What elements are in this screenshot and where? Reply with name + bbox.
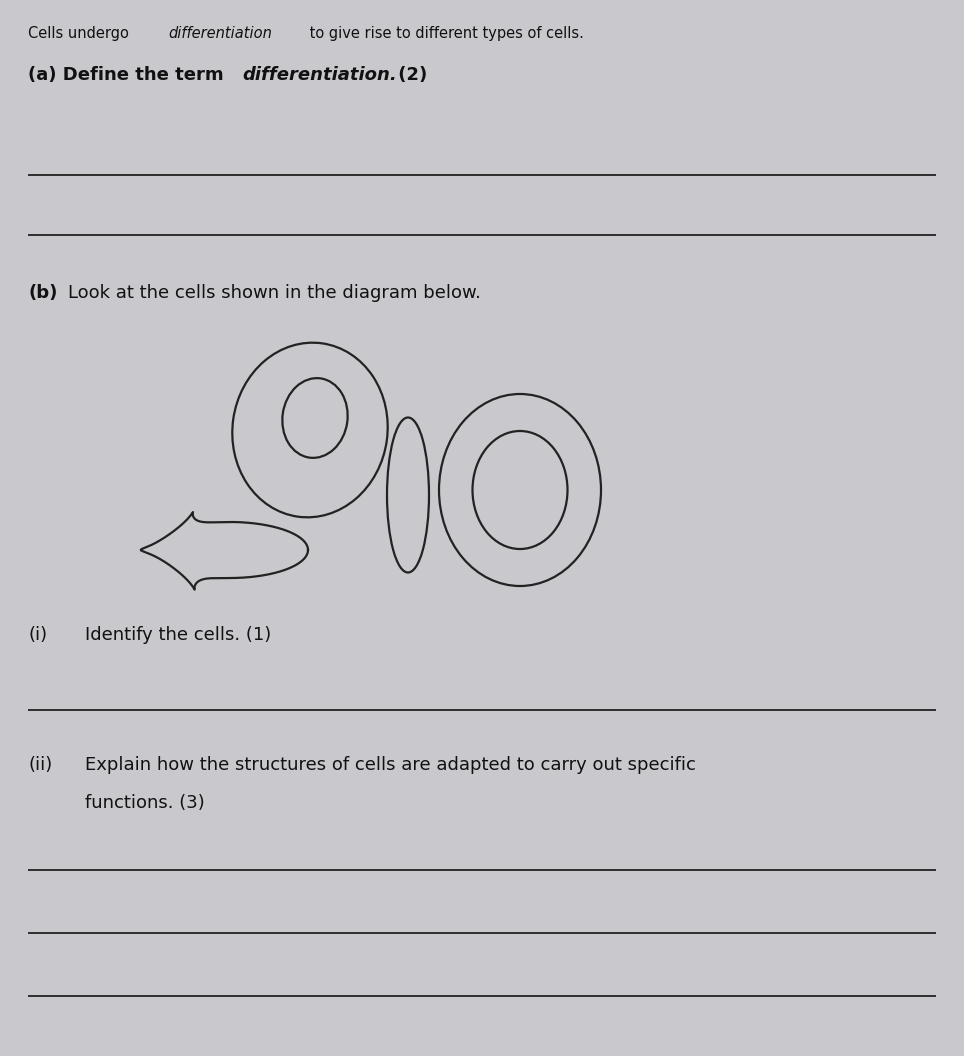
Text: (a) Define the term: (a) Define the term bbox=[28, 65, 229, 84]
Text: differentiation.: differentiation. bbox=[242, 65, 397, 84]
Text: (i): (i) bbox=[28, 626, 47, 644]
Text: differentiation: differentiation bbox=[168, 26, 272, 41]
Text: Identify the cells. (1): Identify the cells. (1) bbox=[85, 626, 271, 644]
Text: functions. (3): functions. (3) bbox=[85, 794, 204, 812]
Text: Cells undergo: Cells undergo bbox=[28, 26, 133, 41]
Text: Look at the cells shown in the diagram below.: Look at the cells shown in the diagram b… bbox=[68, 284, 481, 302]
Text: (2): (2) bbox=[392, 65, 427, 84]
Text: (ii): (ii) bbox=[28, 756, 52, 774]
Text: (b): (b) bbox=[28, 284, 58, 302]
Text: Explain how the structures of cells are adapted to carry out specific: Explain how the structures of cells are … bbox=[85, 756, 696, 774]
Text: to give rise to different types of cells.: to give rise to different types of cells… bbox=[305, 26, 584, 41]
